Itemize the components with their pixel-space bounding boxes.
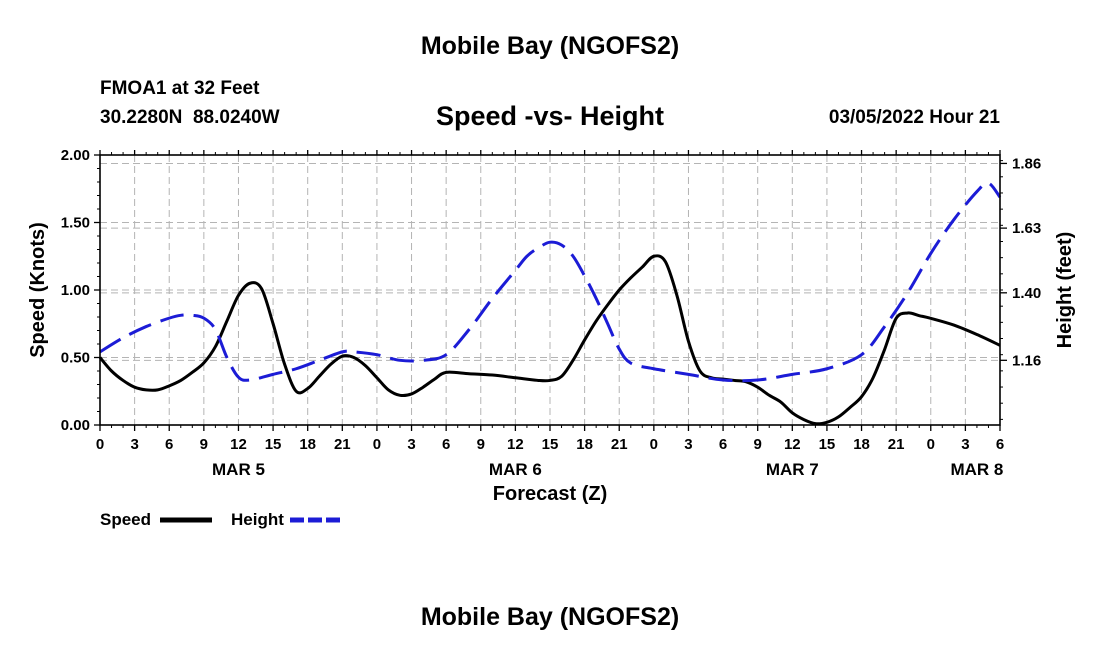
y2-tick-label: 1.86	[1012, 155, 1041, 172]
x-tick-label: 9	[754, 436, 762, 453]
x-date-label: MAR 7	[766, 460, 819, 479]
x-tick-label: 3	[407, 436, 415, 453]
x-tick-label: 6	[442, 436, 450, 453]
x-tick-label: 6	[165, 436, 173, 453]
y2-tick-label: 1.63	[1012, 220, 1041, 237]
x-tick-label: 15	[542, 436, 559, 453]
y-tick-label: 1.00	[61, 282, 90, 299]
x-tick-label: 3	[684, 436, 692, 453]
x-date-label: MAR 8	[950, 460, 1003, 479]
x-tick-label: 6	[719, 436, 727, 453]
y-axis-label: Speed (Knots)	[27, 222, 49, 358]
x-tick-label: 15	[265, 436, 282, 453]
x-tick-label: 21	[611, 436, 628, 453]
x-tick-label: 0	[650, 436, 658, 453]
y-tick-label: 2.00	[61, 147, 90, 164]
page-title: Mobile Bay (NGOFS2)	[421, 32, 679, 60]
y-tick-label: 0.50	[61, 350, 90, 367]
series-line-speed	[98, 254, 1001, 426]
y2-axis-label: Height (feet)	[1054, 232, 1076, 349]
y2-tick-label: 1.16	[1012, 352, 1041, 369]
station-name: FMOA1 at 32 Feet	[100, 78, 260, 99]
legend: Speed Height	[100, 510, 342, 529]
grid	[100, 155, 1000, 425]
legend-label-speed: Speed	[100, 510, 151, 529]
x-tick-label: 3	[961, 436, 969, 453]
x-tick-label: 3	[130, 436, 138, 453]
axis-ticks: 0 3 6 9 12 15 18 21 0 3 6 9 12 15 18 21 0 3 6 9 12 15 18 21 0 3 6 M…	[61, 147, 1041, 479]
x-tick-label: 0	[927, 436, 935, 453]
x-tick-label: 12	[230, 436, 247, 453]
x-tick-label: 6	[996, 436, 1004, 453]
x-tick-label: 21	[334, 436, 351, 453]
x-tick-label: 18	[576, 436, 593, 453]
series-line-height	[99, 181, 1002, 383]
legend-label-height: Height	[231, 510, 284, 529]
x-tick-label: 9	[200, 436, 208, 453]
x-tick-label: 12	[507, 436, 524, 453]
x-tick-label: 9	[477, 436, 485, 453]
x-date-label: MAR 5	[212, 460, 265, 479]
x-tick-label: 12	[784, 436, 801, 453]
y-tick-label: 0.00	[61, 417, 90, 434]
forecast-timestamp: 03/05/2022 Hour 21	[829, 107, 1001, 128]
x-tick-label: 15	[819, 436, 836, 453]
x-tick-label: 0	[96, 436, 104, 453]
x-tick-label: 18	[299, 436, 316, 453]
chart-subtitle: Speed -vs- Height	[436, 101, 664, 131]
footer-title: Mobile Bay (NGOFS2)	[421, 603, 679, 631]
station-coordinates: 30.2280N 88.0240W	[100, 107, 280, 128]
x-date-label: MAR 6	[489, 460, 542, 479]
series-lines	[98, 181, 1002, 426]
x-tick-label: 18	[853, 436, 870, 453]
x-tick-label: 21	[888, 436, 905, 453]
x-tick-label: 0	[373, 436, 381, 453]
y-tick-label: 1.50	[61, 215, 90, 232]
x-axis-label: Forecast (Z)	[493, 483, 607, 505]
y2-tick-label: 1.40	[1012, 285, 1041, 302]
